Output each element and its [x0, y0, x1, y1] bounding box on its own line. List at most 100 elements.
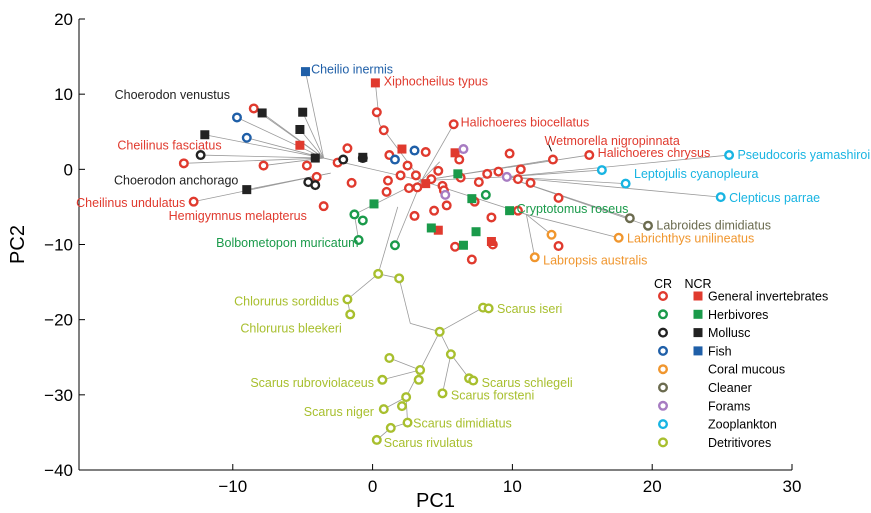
- tree-edge: [305, 71, 325, 159]
- tree-edge: [410, 323, 440, 333]
- point-cr-inv: [420, 147, 431, 158]
- point-cr-inv: [395, 170, 406, 181]
- point-cr-inv: [248, 103, 259, 114]
- point-cr-cleaner: [624, 213, 635, 224]
- point-cr-detr: [394, 273, 405, 284]
- point-cr-forams: [501, 171, 512, 182]
- point-cr-inv: [553, 241, 564, 252]
- species-label: Halichoeres biocellatus: [461, 116, 590, 130]
- tree-edge: [419, 331, 441, 371]
- tree-edge: [505, 176, 721, 198]
- species-label: Clepticus parrae: [729, 191, 820, 205]
- point-ncr-herb: [471, 227, 481, 237]
- species-label: Labrichthys unilineatus: [627, 231, 754, 245]
- tree-edge: [236, 117, 324, 159]
- tree-edge: [377, 206, 399, 274]
- point-ncr-fish: [300, 67, 310, 77]
- legend-marker-cr-coral: [658, 364, 669, 375]
- point-cr-detr: [413, 374, 424, 385]
- legend-label-herb: Herbivores: [708, 308, 768, 322]
- tree-edge: [389, 357, 421, 371]
- point-cr-inv: [450, 241, 461, 252]
- point-cr-inv: [448, 119, 459, 130]
- tree-edge: [302, 112, 325, 159]
- legend-marker-cr-fish: [658, 345, 669, 356]
- point-cr-zoo: [620, 178, 631, 189]
- legend-marker-cr-detr: [658, 437, 669, 448]
- point-cr-inv: [381, 186, 392, 197]
- point-cr-detr: [396, 401, 407, 412]
- point-ncr-inv: [397, 144, 407, 154]
- point-cr-inv: [429, 205, 440, 216]
- point-cr-fish: [389, 154, 400, 165]
- species-label: Cheilinus fasciatus: [117, 138, 221, 152]
- y-tick-label: 20: [54, 10, 73, 29]
- x-axis-title: PC1: [416, 490, 455, 512]
- point-cr-herb: [389, 240, 400, 251]
- point-cr-inv: [547, 154, 558, 165]
- point-cr-inv: [482, 168, 493, 179]
- point-cr-inv: [584, 150, 595, 161]
- point-cr-inv: [433, 165, 444, 176]
- tree-edge: [442, 354, 452, 394]
- point-cr-inv: [403, 183, 414, 194]
- y-tick-label: −40: [44, 461, 73, 480]
- point-cr-inv: [512, 174, 523, 185]
- point-cr-zoo: [596, 165, 607, 176]
- species-label: Scarus dimidiatus: [413, 416, 512, 430]
- y-tick-label: 0: [64, 160, 73, 179]
- point-cr-forams: [440, 189, 451, 200]
- point-cr-detr: [342, 294, 353, 305]
- species-label: Scarus rivulatus: [384, 436, 473, 450]
- x-tick-label: 20: [643, 477, 662, 496]
- tree-edge: [261, 112, 324, 159]
- point-cr-zoo: [724, 150, 735, 161]
- tree-edge: [374, 82, 380, 125]
- point-cr-zoo: [715, 192, 726, 203]
- tree-edge: [398, 278, 411, 324]
- tree-edge: [299, 129, 324, 159]
- y-tick-label: −20: [44, 311, 73, 330]
- point-cr-inv: [512, 205, 523, 216]
- point-ncr-herb: [453, 169, 463, 179]
- point-cr-inv: [382, 175, 393, 186]
- x-tick-label: 0: [368, 477, 377, 496]
- point-cr-inv: [346, 177, 357, 188]
- tree-edge: [200, 154, 324, 159]
- point-cr-detr: [415, 365, 426, 376]
- point-ncr-moll: [295, 124, 305, 134]
- species-label: Halichoeres chrysus: [598, 146, 711, 160]
- y-tick-label: −10: [44, 236, 73, 255]
- point-cr-detr: [373, 268, 384, 279]
- species-label: Xiphocheilus typus: [384, 74, 488, 88]
- legend-marker-ncr-moll: [693, 328, 703, 338]
- point-ncr-herb: [505, 206, 515, 216]
- species-label: Cryptotomus roseus: [517, 202, 629, 216]
- tree-edge: [421, 124, 455, 181]
- species-label: Bolbometopon muricatum: [216, 236, 358, 250]
- x-tick-label: −10: [218, 477, 247, 496]
- point-ncr-moll: [298, 107, 308, 117]
- point-ncr-inv: [295, 140, 305, 150]
- point-cr-inv: [504, 148, 515, 159]
- legend-label-inv: General invertebrates: [708, 290, 828, 304]
- point-cr-detr: [434, 326, 445, 337]
- point-cr-detr: [483, 303, 494, 314]
- tree-edge: [421, 161, 440, 181]
- point-ncr-moll: [200, 130, 210, 140]
- species-label: Pseudocoris yamashiroi: [737, 148, 870, 162]
- point-cr-detr: [377, 374, 388, 385]
- species-label: Hemigymnus melapterus: [169, 209, 307, 223]
- point-cr-moll: [310, 180, 321, 191]
- legend-marker-cr-moll: [658, 327, 669, 338]
- point-cr-fish: [409, 145, 420, 156]
- tree-edge: [450, 354, 470, 379]
- point-cr-inv: [515, 164, 526, 175]
- tree-edge: [526, 214, 619, 239]
- point-cr-fish: [231, 112, 242, 123]
- tree-edge: [204, 134, 324, 159]
- point-cr-herb: [353, 234, 364, 245]
- point-ncr-herb: [467, 194, 477, 204]
- point-cr-detr: [385, 422, 396, 433]
